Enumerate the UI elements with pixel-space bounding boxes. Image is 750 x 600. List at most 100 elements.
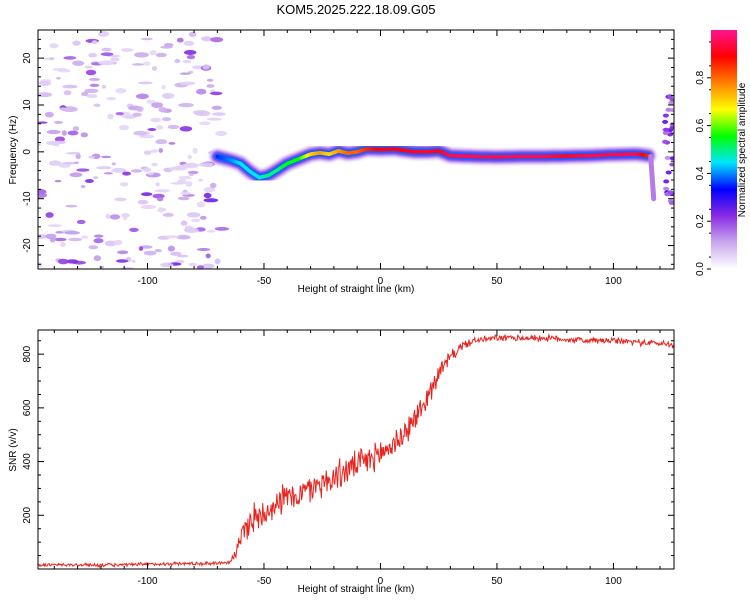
edge-blob <box>669 156 674 161</box>
noise-blob <box>190 218 201 223</box>
noise-blob <box>164 43 174 47</box>
noise-blob <box>122 171 131 176</box>
noise-blob <box>137 199 149 205</box>
noise-blob <box>198 178 204 182</box>
noise-blob <box>206 117 222 121</box>
noise-blob <box>44 111 54 118</box>
noise-blob <box>212 112 226 116</box>
noise-blob <box>156 125 164 130</box>
noise-blob <box>69 172 83 178</box>
noise-blob <box>155 52 167 58</box>
noise-blob <box>110 57 120 62</box>
noise-blob <box>206 229 216 233</box>
spectrogram-ytick-label: 0 <box>22 149 33 155</box>
noise-blob <box>49 237 56 243</box>
spectrogram-ytick-label: -10 <box>22 191 33 206</box>
noise-blob <box>98 31 109 37</box>
noise-blob <box>84 179 94 183</box>
noise-blob <box>176 234 191 240</box>
edge-blob <box>662 113 669 118</box>
noise-blob <box>182 60 192 64</box>
noise-blob <box>155 182 160 187</box>
noise-blob <box>111 167 127 173</box>
noise-blob <box>178 103 195 108</box>
snr-ylabel: SNR (v/v) <box>8 428 19 471</box>
noise-blob <box>72 60 85 66</box>
noise-blob <box>138 246 144 252</box>
noise-blob <box>66 259 79 264</box>
noise-blob <box>210 91 223 96</box>
noise-blob <box>162 212 174 217</box>
noise-blob <box>143 250 157 256</box>
noise-blob <box>183 40 194 46</box>
noise-blob <box>114 197 127 202</box>
noise-blob <box>91 40 98 45</box>
spectrogram-xtick-label: -50 <box>257 276 272 287</box>
noise-blob <box>147 172 154 176</box>
noise-blob <box>106 97 117 101</box>
noise-blob <box>76 168 90 172</box>
spectrogram-ytick-label: 20 <box>22 52 33 64</box>
noise-blob <box>104 240 117 247</box>
noise-blob <box>84 88 99 93</box>
noise-blob <box>174 58 181 64</box>
edge-blob <box>662 119 669 124</box>
noise-blob <box>62 84 78 89</box>
noise-blob <box>54 237 67 242</box>
noise-blob <box>188 31 197 37</box>
noise-blob <box>65 152 81 155</box>
noise-blob <box>203 186 216 193</box>
noise-blob <box>98 60 114 66</box>
noise-blob <box>72 40 81 46</box>
noise-blob <box>161 85 166 90</box>
noise-blob <box>185 181 193 187</box>
noise-blob <box>101 85 106 89</box>
noise-blob <box>142 167 152 172</box>
snr-xtick-label: 100 <box>605 576 622 587</box>
noise-blob <box>168 166 184 171</box>
noise-blob <box>210 89 216 92</box>
noise-blob <box>45 140 61 146</box>
noise-blob <box>52 68 68 71</box>
noise-blob <box>58 258 69 265</box>
edge-blob <box>662 131 669 135</box>
snr-panel: -100 -50 0 50 100 200 400 600 800 Height of stra… <box>8 329 675 595</box>
edge-blob <box>665 170 672 175</box>
edge-blob <box>669 162 674 167</box>
noise-blob <box>170 251 182 256</box>
noise-blob <box>201 36 213 42</box>
noise-blob <box>88 245 99 250</box>
noise-blob <box>130 169 143 173</box>
noise-blob <box>40 79 52 82</box>
edge-blob <box>662 139 669 144</box>
noise-blob <box>38 121 48 124</box>
noise-blob <box>210 37 224 43</box>
ridge-tail <box>648 154 657 202</box>
noise-blob <box>186 55 196 60</box>
noise-blob <box>151 162 158 167</box>
noise-blob <box>100 52 114 56</box>
noise-blob <box>61 130 67 136</box>
snr-ytick-label: 400 <box>22 453 33 470</box>
colorbar-label: Normalized spectral amplitude <box>737 82 748 217</box>
noise-blob <box>214 258 221 265</box>
noise-blob <box>46 129 61 135</box>
noise-blob <box>38 262 43 268</box>
spectrogram-xtick-label: 100 <box>605 276 622 287</box>
snr-ytick-label: 200 <box>22 507 33 524</box>
noise-blob <box>196 248 211 251</box>
noise-blob <box>135 93 149 100</box>
noise-blob <box>205 253 211 259</box>
colorbar-tick-label: 0.6 <box>695 118 706 132</box>
noise-blob <box>147 128 157 131</box>
noise-blob <box>149 50 157 56</box>
noise-blob <box>60 241 66 248</box>
noise-blob <box>72 126 80 131</box>
edge-blob <box>663 186 670 191</box>
noise-blob <box>188 173 194 177</box>
edge-blob <box>663 127 670 132</box>
noise-blob <box>156 197 164 202</box>
colorbar-tick-label: 0.4 <box>695 166 706 180</box>
